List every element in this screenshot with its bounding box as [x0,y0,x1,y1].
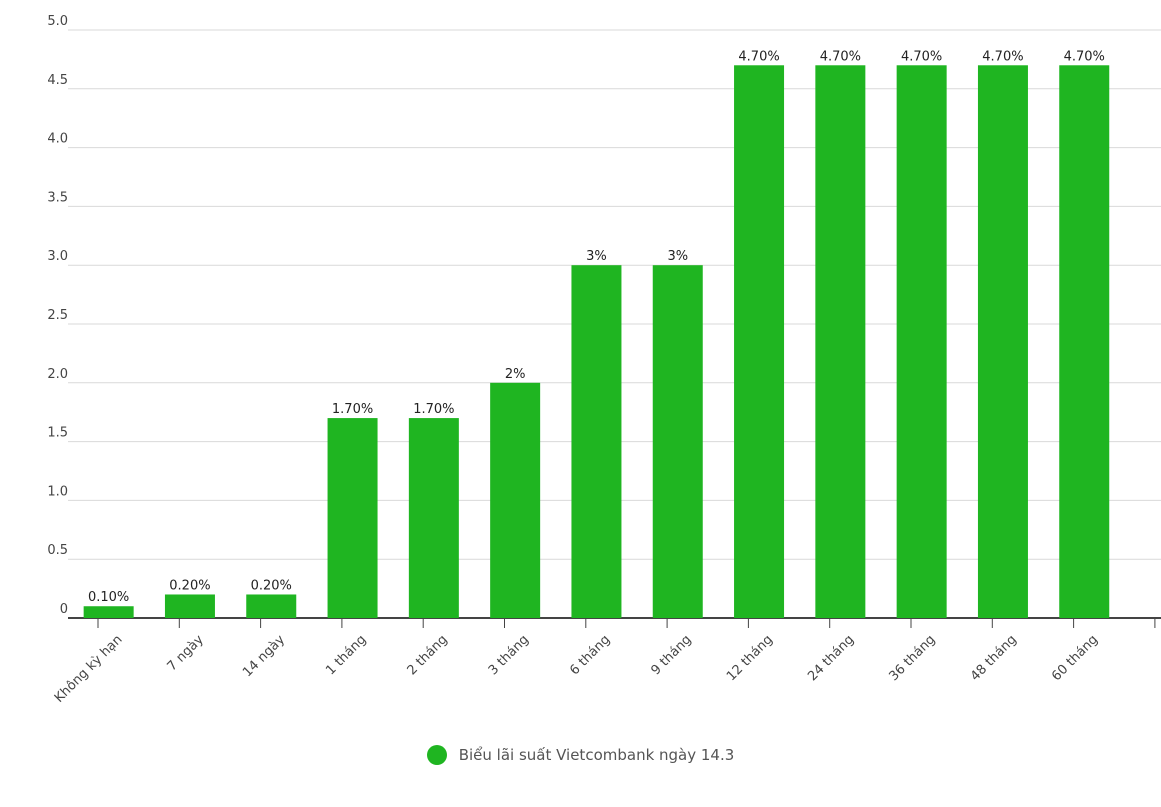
y-tick-label: 3.5 [47,190,68,205]
y-tick-label: 0 [60,602,68,617]
data-label: 1.70% [332,402,373,417]
x-tick-label: 9 tháng [648,632,694,678]
data-label: 4.70% [738,49,779,64]
x-tick-label: 60 tháng [1049,632,1101,684]
x-tick-label: 7 ngày [165,632,207,674]
data-label: 4.70% [820,49,861,64]
bar[interactable] [815,65,866,618]
bar[interactable] [408,418,459,618]
x-tick-label: 1 tháng [323,632,369,678]
x-tick-label: 12 tháng [724,632,776,684]
data-label: 1.70% [413,402,454,417]
y-tick-label: 3.0 [47,249,68,264]
data-label: 3% [586,249,607,264]
legend-label[interactable]: Biểu lãi suất Vietcombank ngày 14.3 [458,746,735,764]
bar[interactable] [83,606,134,618]
bar[interactable] [896,65,947,618]
y-tick-label: 5.0 [47,14,68,29]
y-tick-label: 4.0 [47,132,68,147]
y-tick-label: 2.0 [47,367,68,382]
y-tick-label: 1.5 [47,426,68,441]
data-label: 4.70% [982,49,1023,64]
data-label: 0.20% [251,578,292,593]
x-tick-label: 36 tháng [887,632,939,684]
data-label: 2% [505,367,526,382]
x-tick-label: 24 tháng [805,632,857,684]
data-label: 0.10% [88,590,129,605]
data-label: 4.70% [901,49,942,64]
legend: Biểu lãi suất Vietcombank ngày 14.3 [0,745,1161,765]
x-tick-label: 2 tháng [405,632,451,678]
data-label: 3% [667,249,688,264]
x-tick-label: 3 tháng [486,632,532,678]
data-label: 0.20% [169,578,210,593]
bar[interactable] [1059,65,1110,618]
bar[interactable] [246,594,297,618]
bar[interactable] [652,265,703,618]
data-label: 4.70% [1064,49,1105,64]
legend-swatch[interactable] [426,745,447,765]
y-tick-label: 1.0 [47,484,68,499]
x-tick-label: 6 tháng [567,632,613,678]
y-tick-label: 0.5 [47,543,68,558]
y-tick-label: 4.5 [47,73,68,88]
bar[interactable] [490,382,541,618]
y-tick-label: 2.5 [47,308,68,323]
bar[interactable] [327,418,378,618]
x-tick-label: Không kỳ hạn [52,632,126,706]
bar[interactable] [571,265,622,618]
bar[interactable] [164,594,215,618]
bar[interactable] [734,65,785,618]
x-tick-label: 14 ngày [240,632,288,680]
bar[interactable] [977,65,1028,618]
x-tick-label: 48 tháng [968,632,1020,684]
